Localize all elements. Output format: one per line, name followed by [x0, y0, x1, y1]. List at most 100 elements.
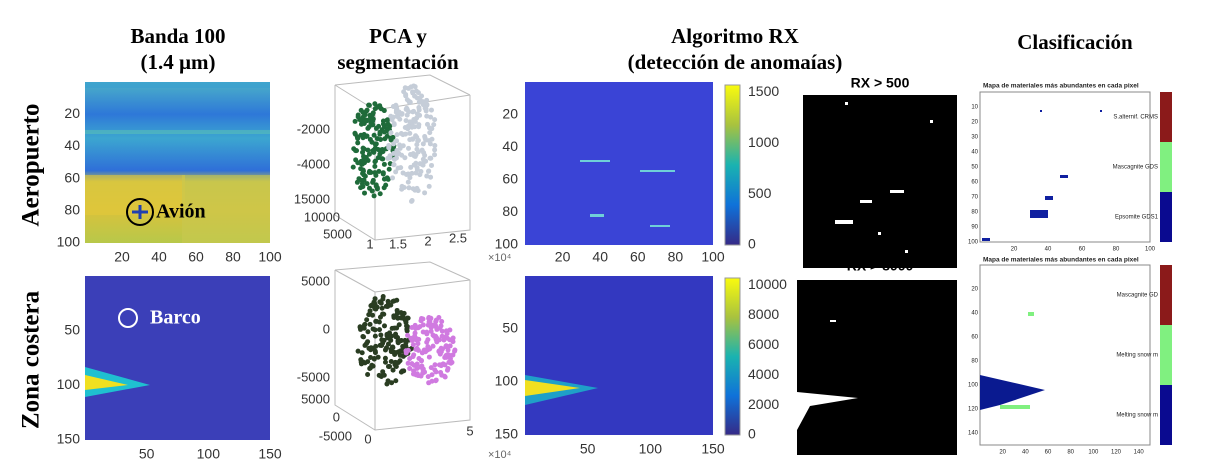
pca-point — [376, 123, 382, 129]
pca-point — [411, 153, 417, 159]
pca-point — [414, 165, 420, 171]
pca-point — [393, 378, 399, 384]
pca-point — [381, 311, 387, 317]
pca-point — [402, 337, 408, 343]
pca-point — [415, 325, 421, 331]
legend-swatch — [1160, 385, 1172, 445]
pca-point — [405, 179, 411, 185]
pca-point — [412, 93, 418, 99]
pca-point — [413, 170, 419, 176]
pca-point — [380, 296, 386, 302]
pca-point — [390, 344, 396, 350]
y-tick-label: 50 — [64, 321, 80, 337]
pca-point — [372, 170, 378, 176]
y-tick-label: 100 — [57, 234, 81, 250]
pca-point — [447, 343, 453, 349]
pca-point — [438, 349, 444, 355]
pca-point — [397, 348, 403, 354]
z-tick-label: 5000 — [301, 273, 330, 288]
pca-point — [432, 117, 438, 123]
x-tick-label: 100 — [1145, 247, 1156, 253]
pca-point — [428, 365, 434, 371]
pca-point — [432, 362, 438, 368]
binary-coast — [797, 392, 858, 430]
pca-point — [420, 322, 426, 328]
pca-point — [432, 152, 438, 158]
x-tick-label: 50 — [139, 446, 155, 462]
y-tick-label: 100 — [968, 240, 979, 246]
y-tick-label: 20 — [64, 105, 80, 121]
pca-point — [434, 338, 440, 344]
pca-point — [382, 136, 388, 142]
colorbar — [724, 84, 741, 246]
pca-point — [410, 186, 416, 192]
y-tick-label: 80 — [502, 203, 518, 219]
pca-point — [387, 330, 393, 336]
pca-point — [405, 324, 411, 330]
pca-point — [381, 108, 387, 114]
class-coast — [1000, 405, 1030, 409]
column-header: PCA y — [369, 24, 427, 48]
pca-point — [393, 331, 399, 337]
pca-point — [417, 112, 423, 118]
y-tick-label: 60 — [502, 171, 518, 187]
y-tick-label: 0 — [333, 409, 340, 424]
x-tick-label: 100 — [639, 441, 663, 457]
pca-point — [369, 312, 375, 318]
legend-swatch — [1160, 192, 1172, 242]
pca-point — [369, 139, 375, 145]
pca-point — [407, 130, 413, 136]
pca-point — [385, 301, 391, 307]
colorbar-label: 0 — [748, 426, 756, 442]
pca-point — [359, 350, 365, 356]
z-tick-label: -5000 — [297, 369, 330, 384]
x-tick-label: 120 — [1111, 450, 1122, 456]
legend-label: Epsomite GDS1 — [1115, 215, 1159, 221]
pca-point — [385, 341, 391, 347]
pca-point — [408, 164, 414, 170]
x-tick-label: 80 — [668, 249, 684, 265]
pca-point — [395, 165, 401, 171]
legend-swatch — [1160, 142, 1172, 192]
plane — [132, 205, 148, 219]
pca-point — [405, 126, 411, 132]
pca-point — [394, 297, 400, 303]
pca-point — [444, 335, 450, 341]
rx-coast — [525, 380, 580, 396]
pca-point — [426, 354, 432, 360]
pca-point — [378, 300, 384, 306]
colorbar — [724, 277, 741, 436]
pca-point — [361, 325, 367, 331]
pca-point — [407, 99, 413, 105]
pca-point — [415, 341, 421, 347]
pca-point — [414, 345, 420, 351]
z-tick-label: -2000 — [297, 121, 330, 136]
pca-point — [365, 158, 371, 164]
pca-point — [360, 135, 366, 141]
annotation: Barco — [150, 307, 201, 329]
class-coast — [980, 375, 1045, 410]
pca-point — [360, 110, 366, 116]
y-tick-label: 40 — [502, 138, 518, 154]
y-tick-label: 150 — [495, 426, 519, 442]
pca-point — [410, 109, 416, 115]
pca-point — [411, 368, 417, 374]
binary-image — [797, 280, 957, 455]
y-tick-label: 60 — [64, 169, 80, 185]
colorbar-label: 500 — [748, 185, 772, 201]
pca-point — [394, 148, 400, 154]
y-tick-label: 20 — [971, 120, 978, 126]
y-tick-label: 5000 — [323, 226, 352, 241]
pca-point — [427, 346, 433, 352]
pca-point — [390, 175, 396, 181]
legend-label: Mascagnite GDS — [1113, 165, 1158, 171]
pca-point — [444, 331, 450, 337]
pca-point — [367, 308, 373, 314]
x-tick-label: 20 — [999, 450, 1006, 456]
pca-point — [395, 340, 401, 346]
x-tick-label: 40 — [151, 249, 167, 265]
pca-point — [389, 325, 395, 331]
pca-point — [407, 119, 413, 125]
